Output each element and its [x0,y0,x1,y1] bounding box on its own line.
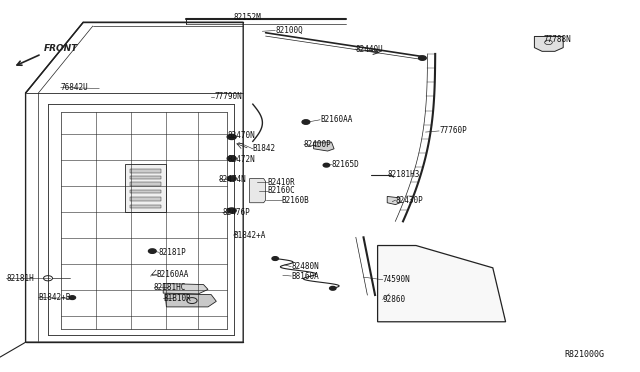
Text: 82480N: 82480N [291,262,319,271]
Text: 82470N: 82470N [227,131,255,140]
Circle shape [302,120,310,124]
Text: 77788N: 77788N [544,35,572,44]
Text: 74590N: 74590N [383,275,410,284]
Bar [130,205,161,208]
Circle shape [253,180,259,183]
Bar [130,182,161,186]
Text: 82472N: 82472N [227,155,255,164]
Text: 82181H3: 82181H3 [387,170,420,179]
Polygon shape [163,283,208,294]
Text: 82474N: 82474N [219,175,246,184]
Bar [130,190,161,193]
Circle shape [323,163,330,167]
FancyBboxPatch shape [125,164,166,212]
Circle shape [254,189,260,192]
Text: FRONT: FRONT [44,44,78,53]
Circle shape [227,134,236,140]
Text: 82181H: 82181H [6,274,34,283]
Text: B1842+B: B1842+B [38,293,71,302]
Text: 82476P: 82476P [223,208,250,217]
Circle shape [227,208,236,213]
Polygon shape [534,36,563,51]
Text: 82181HC: 82181HC [154,283,186,292]
Text: 77790N: 77790N [214,92,242,101]
Circle shape [272,257,278,260]
Text: B1842+A: B1842+A [234,231,266,240]
Text: B2160C: B2160C [268,186,295,195]
Circle shape [257,198,263,201]
Polygon shape [165,294,216,307]
Text: B2160B: B2160B [282,196,309,205]
Text: 77760P: 77760P [439,126,467,135]
Polygon shape [378,246,506,322]
Text: B8160A: B8160A [291,272,319,280]
Text: 82165D: 82165D [332,160,359,169]
Text: 82400P: 82400P [304,140,332,149]
Polygon shape [314,142,334,151]
Text: B2160AA: B2160AA [320,115,353,124]
Circle shape [227,156,236,161]
Text: 82100Q: 82100Q [275,26,303,35]
Text: 82181P: 82181P [159,248,186,257]
Text: 92860: 92860 [383,295,406,304]
Bar [130,197,161,201]
Text: B2160AA: B2160AA [157,270,189,279]
Circle shape [148,249,156,253]
Circle shape [330,286,336,290]
Polygon shape [387,196,400,205]
Text: 82440U: 82440U [355,45,383,54]
Text: B1842: B1842 [253,144,276,153]
Bar [130,176,161,179]
Text: 82152M: 82152M [234,13,261,22]
Text: B2410R: B2410R [268,178,295,187]
Text: 82430P: 82430P [396,196,423,205]
Text: B1B10R: B1B10R [163,294,191,303]
Polygon shape [250,179,266,203]
Circle shape [69,296,76,299]
Text: 76842U: 76842U [61,83,88,92]
Text: R821000G: R821000G [564,350,605,359]
Circle shape [227,176,236,181]
Circle shape [419,56,426,60]
Bar [130,169,161,173]
